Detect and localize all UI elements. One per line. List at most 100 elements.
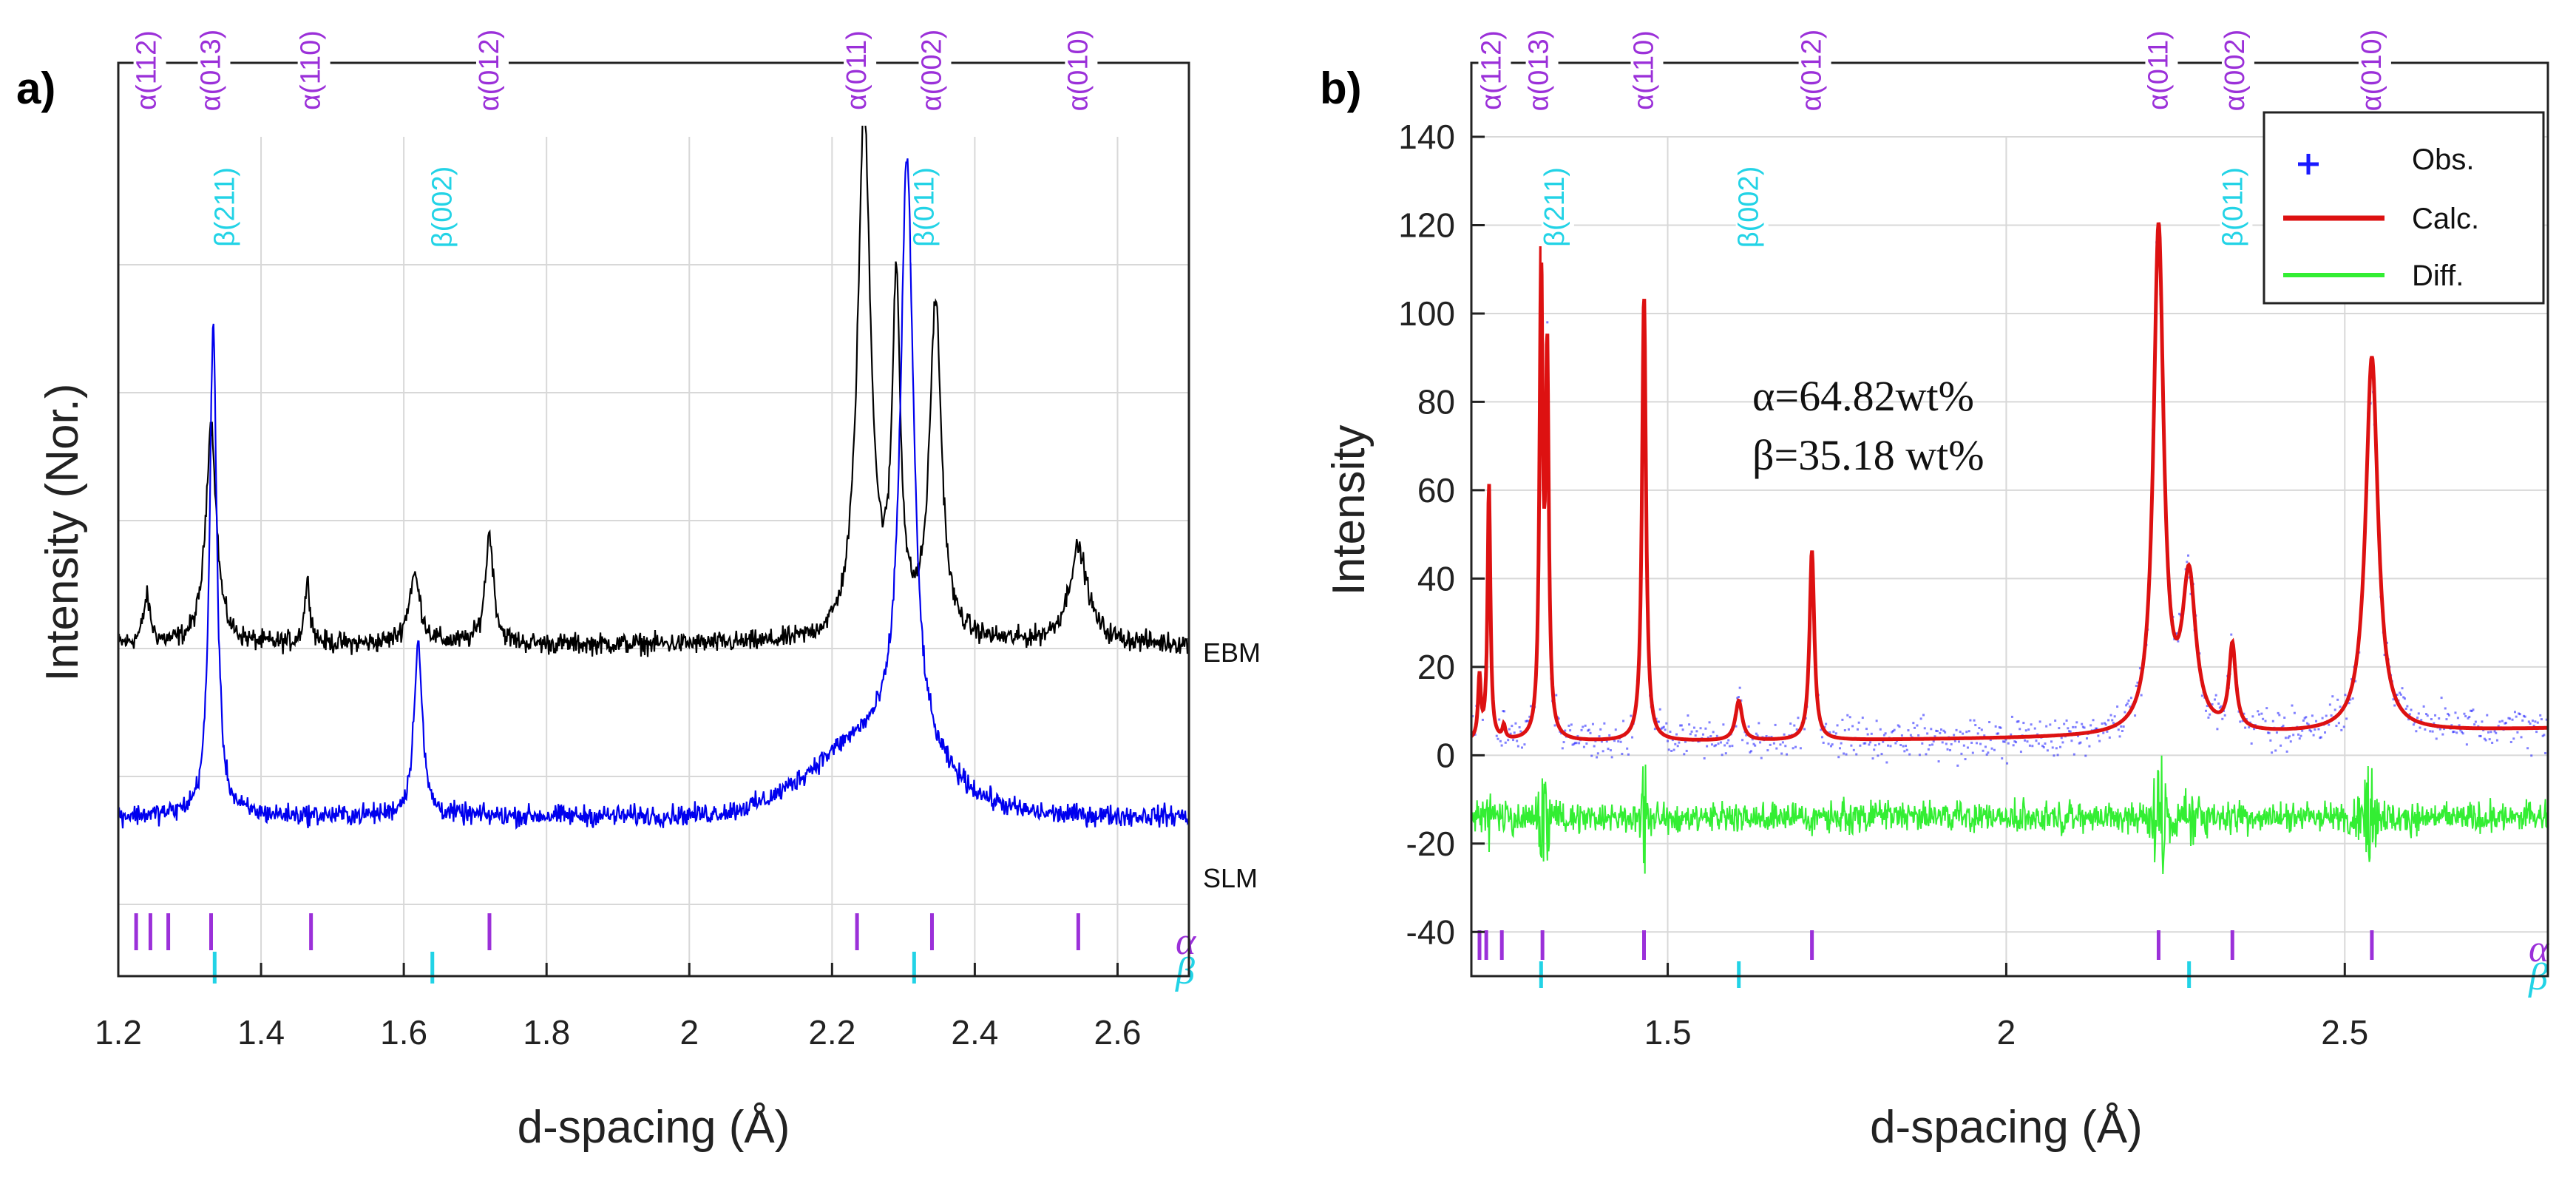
obs-point	[1679, 724, 1682, 727]
obs-point	[1765, 734, 1768, 737]
obs-point	[1619, 740, 1622, 743]
obs-point	[2068, 730, 2071, 733]
beta-peak-label: β(002)	[1734, 166, 1765, 248]
alpha-peak-label: α(012)	[474, 30, 505, 112]
obs-point	[1684, 740, 1687, 743]
obs-point	[2200, 694, 2203, 697]
obs-point	[2277, 711, 2280, 714]
obs-point	[2484, 739, 2487, 742]
beta-peak-label: β(211)	[209, 167, 240, 247]
obs-point	[2262, 717, 2265, 720]
obs-point	[1877, 754, 1880, 757]
obs-point	[1960, 752, 1963, 755]
obs-point	[1569, 729, 1572, 732]
obs-point	[1902, 745, 1905, 748]
obs-point	[1614, 728, 1617, 731]
obs-point	[2511, 718, 2514, 721]
legend-entry-calc: Calc.	[2412, 203, 2479, 235]
obs-point	[1945, 742, 1948, 745]
obs-point	[2291, 704, 2294, 707]
obs-point	[2287, 737, 2290, 739]
obs-point	[2516, 731, 2519, 734]
calc-line	[1470, 222, 2548, 742]
obs-point	[1786, 753, 1789, 756]
obs-point	[2464, 715, 2467, 718]
obs-point	[2022, 722, 2025, 725]
obs-point	[1685, 749, 1688, 752]
obs-point	[2529, 722, 2532, 725]
peak-label-background	[1798, 15, 1831, 126]
obs-point	[2430, 718, 2433, 721]
obs-point	[1918, 754, 1921, 756]
obs-point	[1996, 732, 1999, 735]
obs-point	[2419, 726, 2421, 729]
obs-point	[2102, 731, 2105, 734]
obs-point	[1626, 747, 1629, 750]
obs-point	[2056, 754, 2059, 756]
panel-letter-a: a)	[16, 64, 55, 113]
obs-point	[2465, 743, 2468, 746]
obs-point	[2312, 734, 2315, 737]
obs-point	[1921, 742, 1924, 745]
obs-point	[1727, 739, 1730, 742]
obs-point	[1909, 734, 1912, 737]
obs-point	[2121, 730, 2123, 733]
obs-point	[2328, 703, 2331, 706]
obs-point	[2308, 729, 2311, 732]
obs-point	[1775, 747, 1778, 750]
obs-point	[2251, 715, 2254, 718]
obs-point	[2230, 633, 2233, 636]
obs-point	[1567, 724, 1570, 727]
alpha-peak-label: α(012)	[1797, 30, 1828, 112]
obs-point	[1741, 739, 1744, 742]
obs-point	[1781, 741, 1784, 744]
obs-point	[2450, 724, 2453, 727]
peak-label-background	[211, 152, 245, 263]
alpha-peak-label: α(002)	[2220, 30, 2251, 112]
obs-point	[1973, 719, 1976, 722]
obs-point	[1993, 748, 1996, 751]
obs-point	[1990, 747, 1993, 750]
obs-point	[2010, 733, 2013, 736]
obs-point	[2292, 734, 2295, 737]
obs-point	[1617, 740, 1620, 743]
alpha-peak-label: α(013)	[195, 30, 226, 112]
obs-point	[2440, 697, 2443, 700]
obs-point	[2088, 745, 2091, 748]
obs-point	[2518, 713, 2521, 716]
obs-point	[2293, 711, 2296, 714]
obs-point	[1667, 748, 1670, 751]
alpha-peak-label: α(011)	[841, 30, 872, 110]
obs-point	[2303, 717, 2306, 720]
obs-point	[1747, 725, 1750, 728]
obs-point	[1656, 720, 1659, 723]
obs-point	[1715, 734, 1718, 737]
obs-point	[2269, 739, 2272, 742]
obs-point	[2481, 720, 2484, 723]
obs-point	[1847, 728, 1850, 731]
obs-point	[1971, 751, 1974, 754]
obs-point	[1893, 728, 1896, 731]
obs-point	[2012, 744, 2015, 747]
obs-point	[1573, 742, 1576, 745]
x-tick-label: 1.4	[237, 1013, 285, 1052]
obs-point	[2339, 705, 2342, 708]
obs-point	[2059, 745, 2062, 748]
obs-point	[2310, 730, 2313, 733]
obs-point	[2278, 714, 2281, 717]
obs-point	[2113, 715, 2116, 718]
obs-point	[1498, 718, 1501, 721]
obs-point	[1879, 728, 1882, 731]
obs-point	[1745, 734, 1748, 737]
obs-point	[2187, 554, 2190, 557]
peak-label-background	[1630, 15, 1664, 126]
obs-point	[1919, 717, 1922, 720]
obs-point	[1671, 739, 1674, 742]
obs-point	[1596, 756, 1599, 759]
obs-point	[2540, 718, 2543, 721]
obs-point	[1675, 733, 1678, 736]
obs-point	[1736, 697, 1739, 700]
obs-point	[1755, 732, 1758, 735]
obs-point	[2117, 728, 2120, 731]
alpha-peak-label: α(110)	[296, 30, 327, 110]
